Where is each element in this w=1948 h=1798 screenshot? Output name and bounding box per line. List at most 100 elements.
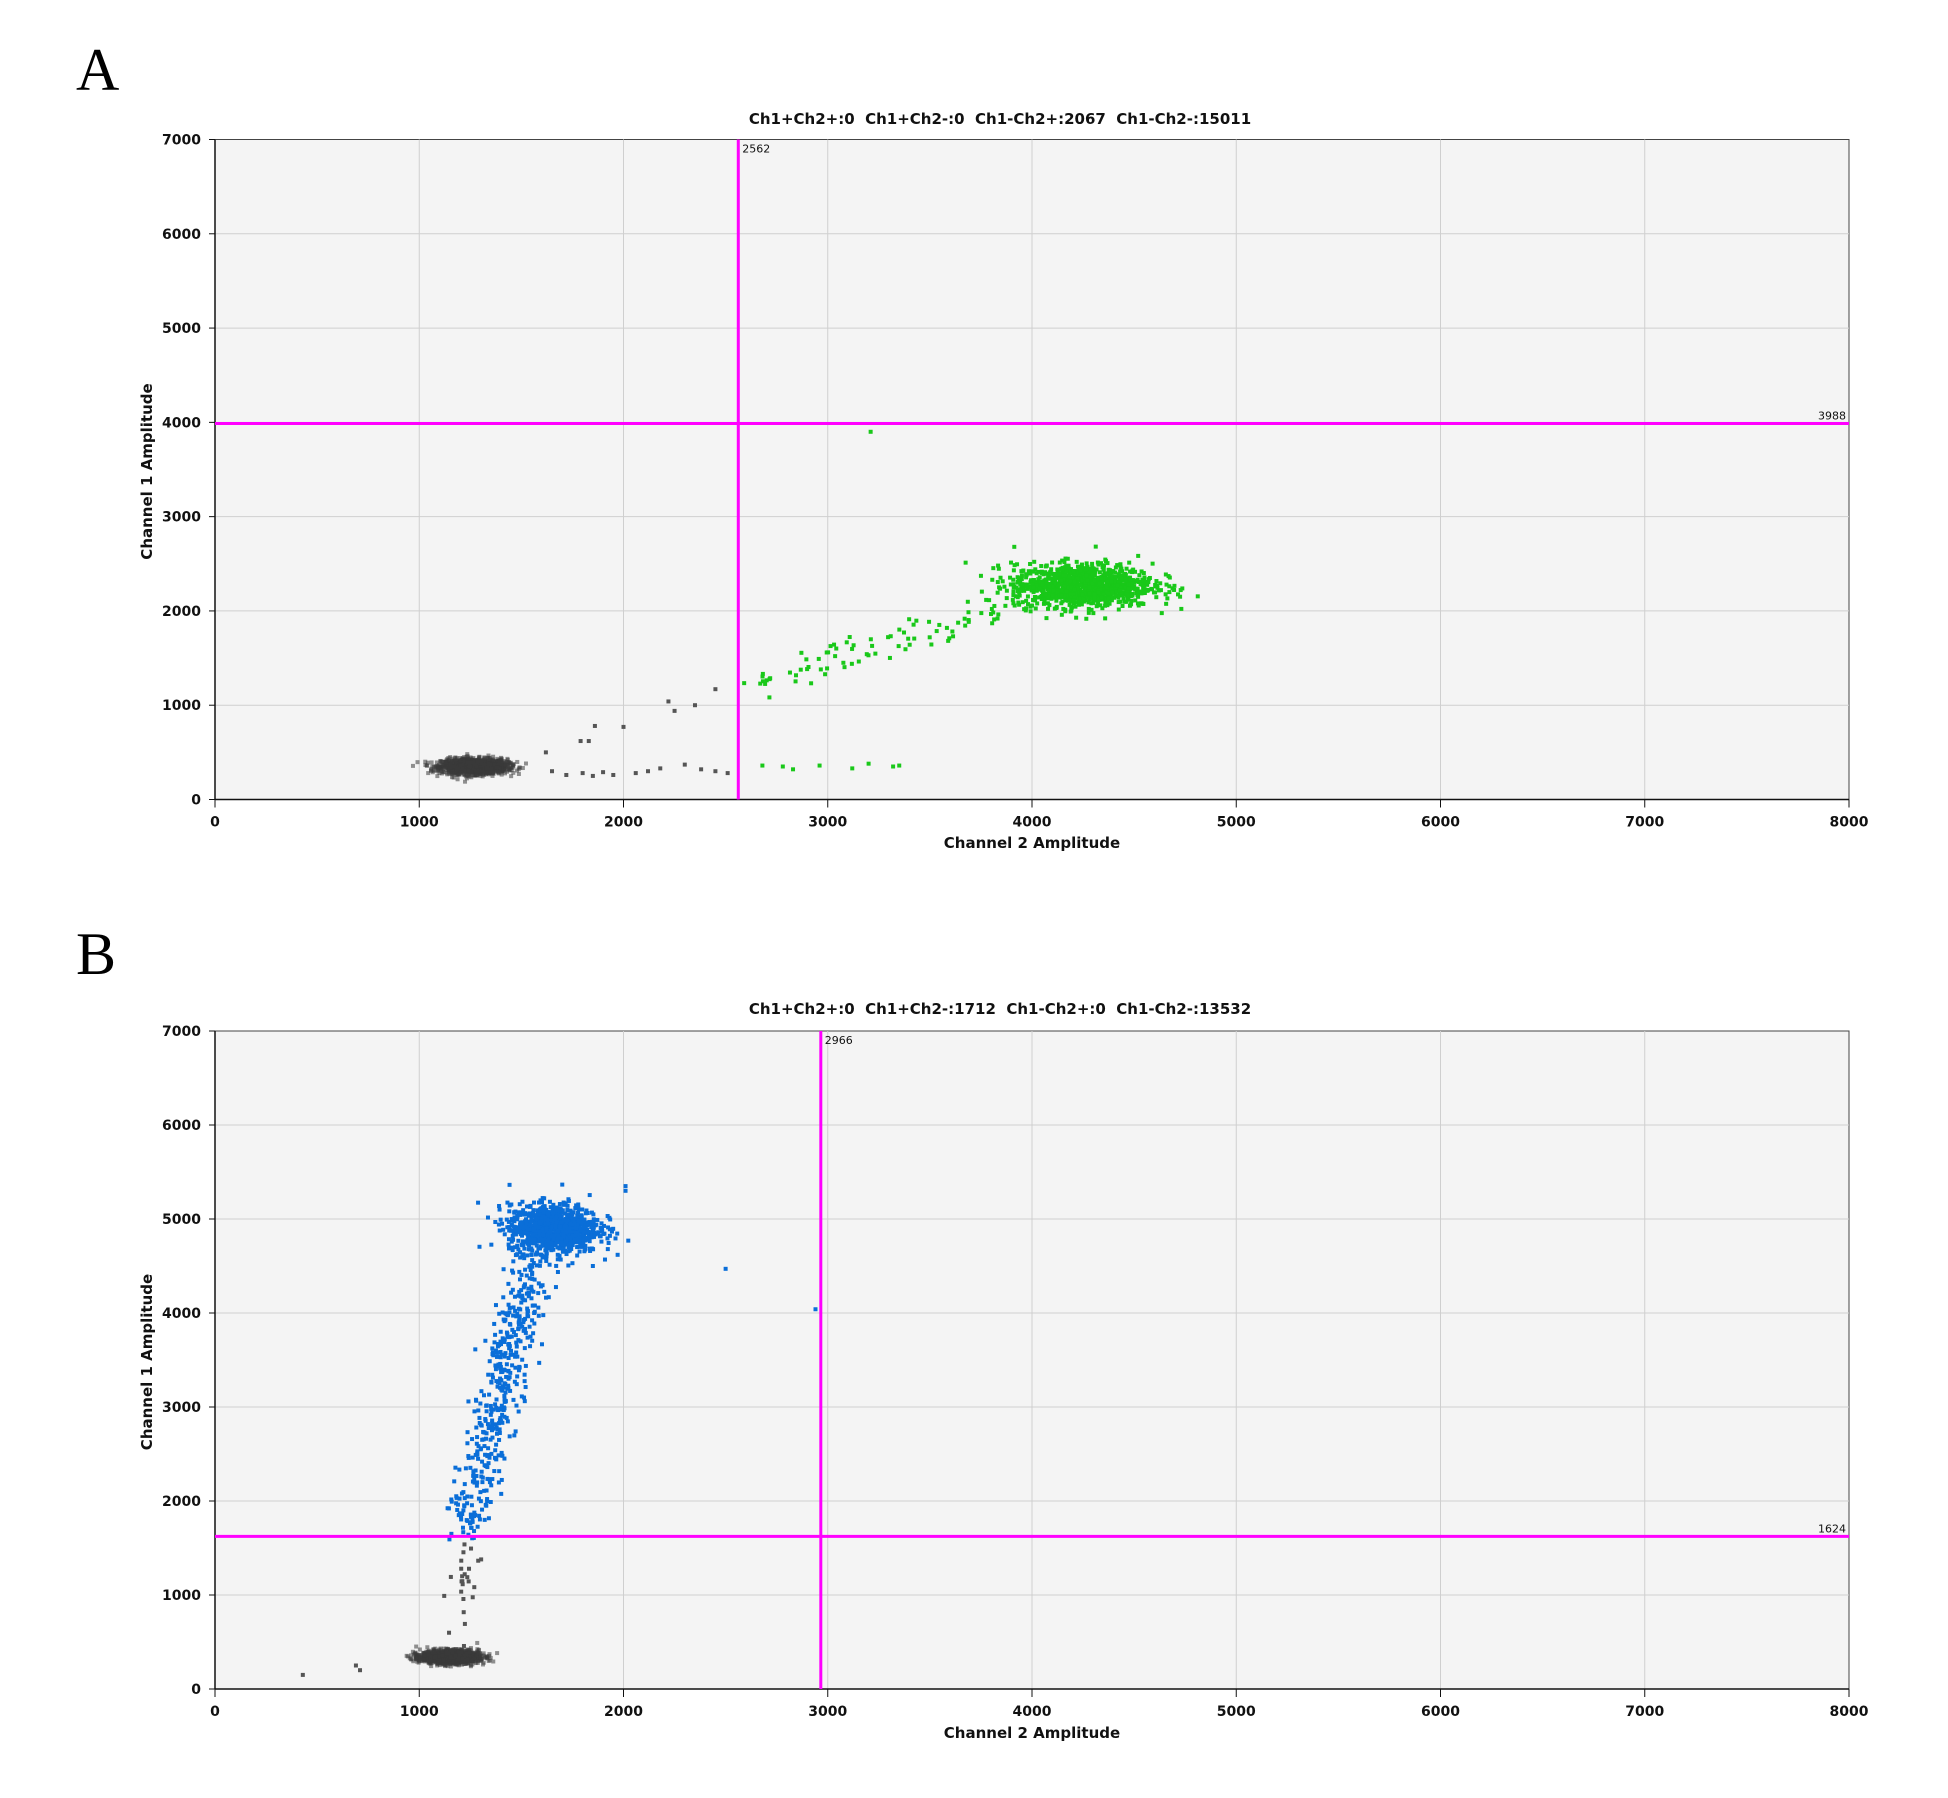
cluster-point	[1178, 588, 1183, 593]
cluster-point	[488, 758, 493, 763]
cluster-point	[436, 1654, 441, 1659]
tail-point	[870, 643, 875, 648]
outlier-point	[590, 773, 595, 778]
tail-point	[962, 616, 967, 621]
cluster-point	[1078, 583, 1083, 588]
cluster-point	[448, 1655, 453, 1660]
cluster-point	[1011, 593, 1016, 598]
cluster-point	[626, 1238, 631, 1243]
cluster-point	[1098, 603, 1103, 608]
cluster-point	[1195, 594, 1200, 599]
outlier-point	[543, 750, 548, 755]
cluster-point	[481, 1651, 486, 1656]
y-tick-label: 4000	[162, 415, 201, 431]
cluster-point	[558, 1246, 563, 1251]
cluster-point	[1098, 587, 1103, 592]
cluster-point	[996, 563, 1001, 568]
cluster-point	[448, 1659, 453, 1664]
cluster-point	[444, 1659, 449, 1664]
y-axis-label: Channel 1 Amplitude	[138, 383, 156, 559]
y-tick-label: 1000	[162, 1588, 201, 1604]
cluster-point	[1049, 589, 1054, 594]
cluster-point	[1089, 607, 1094, 612]
tail-point	[806, 664, 811, 669]
cluster-point	[1040, 581, 1045, 586]
cluster-point	[418, 1656, 423, 1661]
cluster-point	[493, 1219, 498, 1224]
cluster-point	[1011, 582, 1016, 587]
cluster-point	[593, 1223, 598, 1228]
cluster-point	[497, 1228, 502, 1233]
cluster-point	[422, 1653, 427, 1658]
cluster-point	[1084, 573, 1089, 578]
cluster-point	[446, 1651, 451, 1656]
cluster-point	[1164, 601, 1169, 606]
cluster-point	[1008, 575, 1013, 580]
y-tick-label: 3000	[162, 510, 201, 526]
cluster-point	[1068, 589, 1073, 594]
cluster-point	[1059, 578, 1064, 583]
y-tick-label: 2000	[162, 604, 201, 620]
cluster-point	[990, 577, 995, 582]
cluster-point	[1103, 616, 1108, 621]
tail-point	[1004, 596, 1009, 601]
cluster-point	[454, 772, 459, 777]
cluster-point	[451, 764, 456, 769]
cluster-point	[495, 1651, 500, 1656]
cluster-point	[503, 766, 508, 771]
cluster-point	[1154, 579, 1159, 584]
cluster-point	[1011, 577, 1016, 582]
tail-point	[832, 642, 837, 647]
cluster-point	[448, 1662, 453, 1667]
cluster-point	[1067, 574, 1072, 579]
tail-point	[911, 622, 916, 627]
cluster-point	[1091, 600, 1096, 605]
cluster-point	[487, 761, 492, 766]
cluster-point	[449, 759, 454, 764]
tail-point	[966, 610, 971, 615]
cluster-point	[1135, 601, 1140, 606]
cluster-point	[510, 763, 515, 768]
cluster-point	[1121, 573, 1126, 578]
cluster-point	[1145, 582, 1150, 587]
cluster-point	[1106, 591, 1111, 596]
x-tick-label: 2000	[604, 1704, 643, 1720]
cluster-point	[524, 1217, 529, 1222]
cluster-point	[495, 756, 500, 761]
cluster-point	[1089, 601, 1094, 606]
cluster-point	[1079, 602, 1084, 607]
cluster-point	[478, 759, 483, 764]
cluster-point	[462, 758, 467, 763]
cluster-point	[488, 1655, 493, 1660]
cluster-point	[515, 1213, 520, 1218]
cluster-point	[1084, 587, 1089, 592]
outlier-point	[699, 767, 704, 772]
cluster-point	[462, 1654, 467, 1659]
cluster-point	[447, 1657, 452, 1662]
cluster-point	[599, 1239, 604, 1244]
cluster-point	[441, 1658, 446, 1663]
cluster-point	[1136, 603, 1141, 608]
cluster-point	[466, 768, 471, 773]
cluster-point	[409, 1657, 414, 1662]
cluster-point	[476, 1200, 481, 1205]
cluster-point	[1062, 593, 1067, 598]
cluster-point	[1081, 567, 1086, 572]
cluster-point	[499, 768, 504, 773]
cluster-point	[494, 762, 499, 767]
tail-point	[934, 629, 939, 634]
cluster-point	[485, 1656, 490, 1661]
cluster-point	[1103, 577, 1108, 582]
x-tick-label: 6000	[1421, 1704, 1460, 1720]
cluster-point	[1066, 563, 1071, 568]
cluster-point	[1116, 607, 1121, 612]
cluster-point	[507, 1182, 512, 1187]
cluster-point	[436, 1656, 441, 1661]
cluster-point	[417, 1647, 422, 1652]
cluster-point	[513, 1209, 518, 1214]
cluster-point	[1092, 596, 1097, 601]
tail-point	[873, 651, 878, 656]
cluster-point	[471, 767, 476, 772]
cluster-point	[1126, 597, 1131, 602]
data-points	[410, 429, 1200, 784]
